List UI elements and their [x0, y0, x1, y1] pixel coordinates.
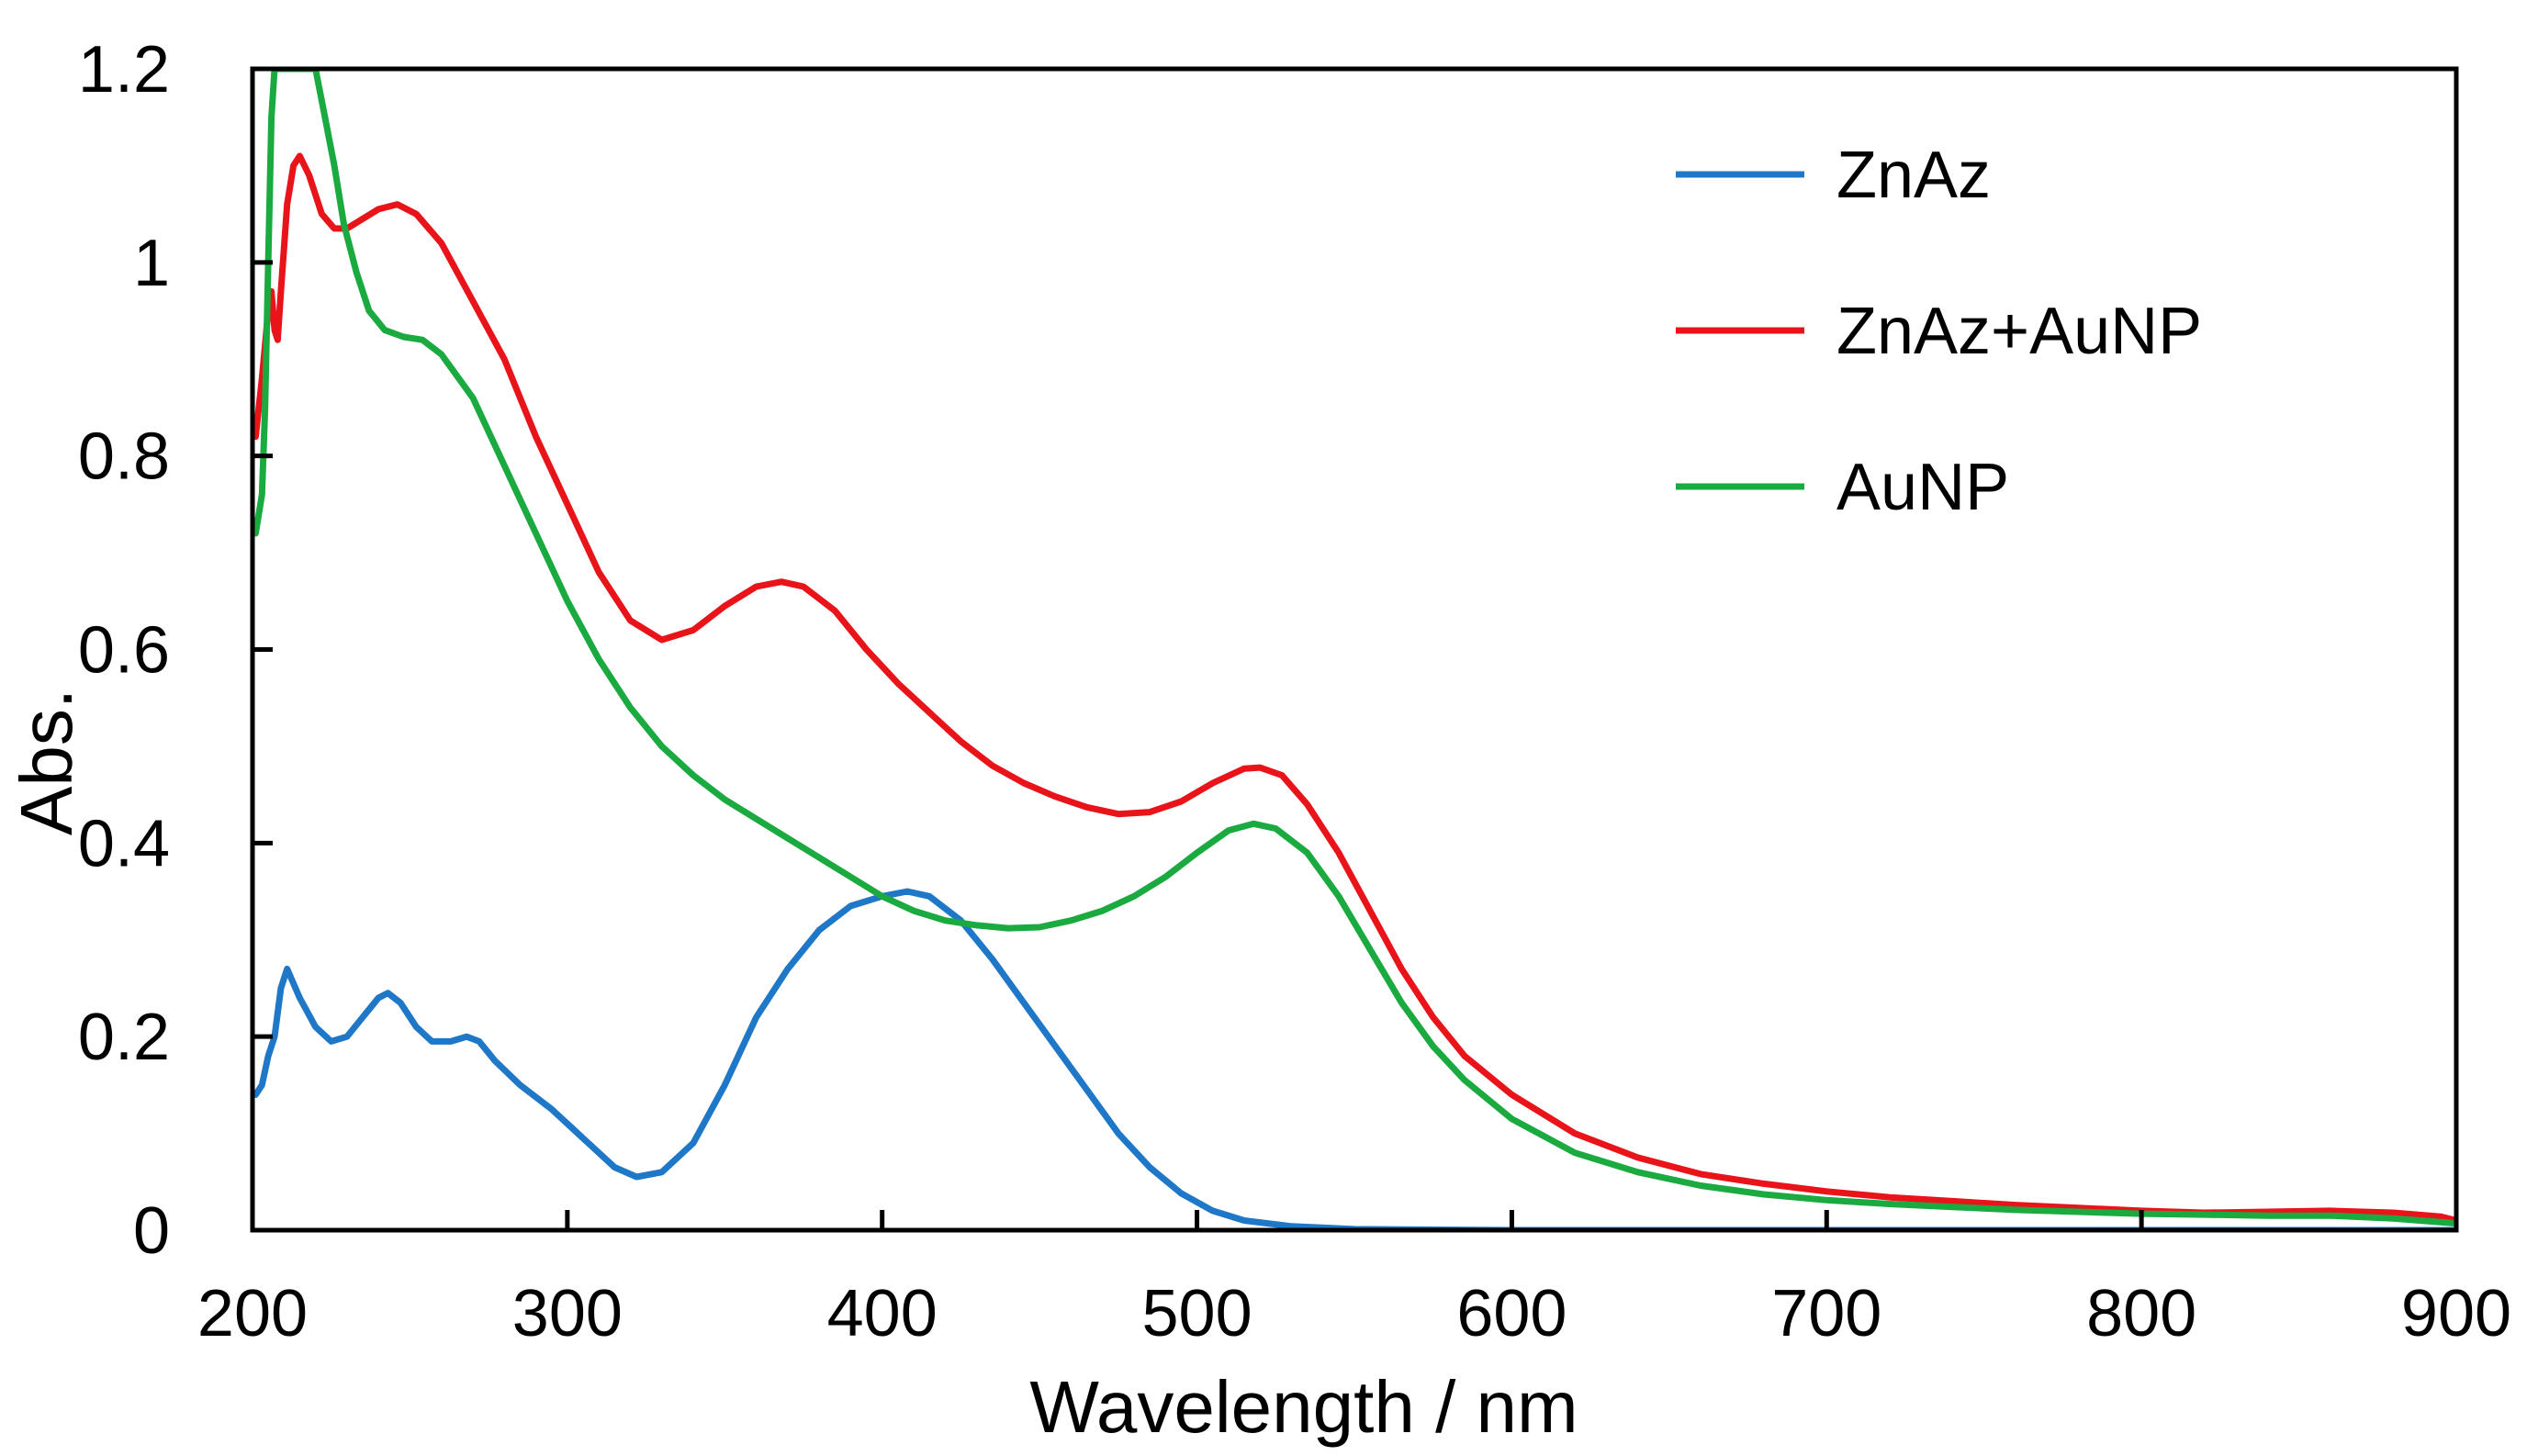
x-tick-label: 600	[1456, 1277, 1567, 1350]
x-axis-title: Wavelength / nm	[1029, 1366, 1578, 1448]
legend-label: ZnAz+AuNP	[1836, 295, 2202, 368]
legend: ZnAz ZnAz+AuNP AuNP	[1676, 139, 2202, 524]
axis-tick-labels: 200 300 400 500 600 700 800 900 0 0.2 0.4 0.6 0.8 1 1.…	[78, 33, 2511, 1350]
series-layer	[253, 69, 2456, 1230]
series-line-znaz	[253, 888, 2456, 1230]
axis-ticks	[250, 66, 2459, 1233]
legend-label: ZnAz	[1836, 139, 1991, 212]
y-tick-label: 0.2	[78, 1001, 170, 1074]
y-tick-label: 1.2	[78, 33, 170, 106]
y-tick-label: 0.4	[78, 807, 170, 880]
y-tick-label: 0	[133, 1194, 170, 1268]
x-tick-label: 300	[512, 1277, 623, 1350]
y-axis-title: Abs.	[6, 689, 87, 835]
y-tick-label: 0.6	[78, 614, 170, 688]
plot-area-frame	[250, 66, 2459, 1233]
x-tick-label: 700	[1771, 1277, 1881, 1350]
legend-label: AuNP	[1836, 451, 2009, 524]
x-tick-label: 200	[197, 1277, 308, 1350]
x-tick-label: 800	[2086, 1277, 2196, 1350]
x-tick-label: 900	[2401, 1277, 2511, 1350]
y-tick-label: 0.8	[78, 420, 170, 494]
x-tick-label: 400	[827, 1277, 938, 1350]
series-line-znaz-aunp	[253, 152, 2456, 1224]
series-line-aunp	[253, 69, 2456, 1227]
x-tick-label: 500	[1142, 1277, 1252, 1350]
y-tick-label: 1	[133, 227, 170, 300]
